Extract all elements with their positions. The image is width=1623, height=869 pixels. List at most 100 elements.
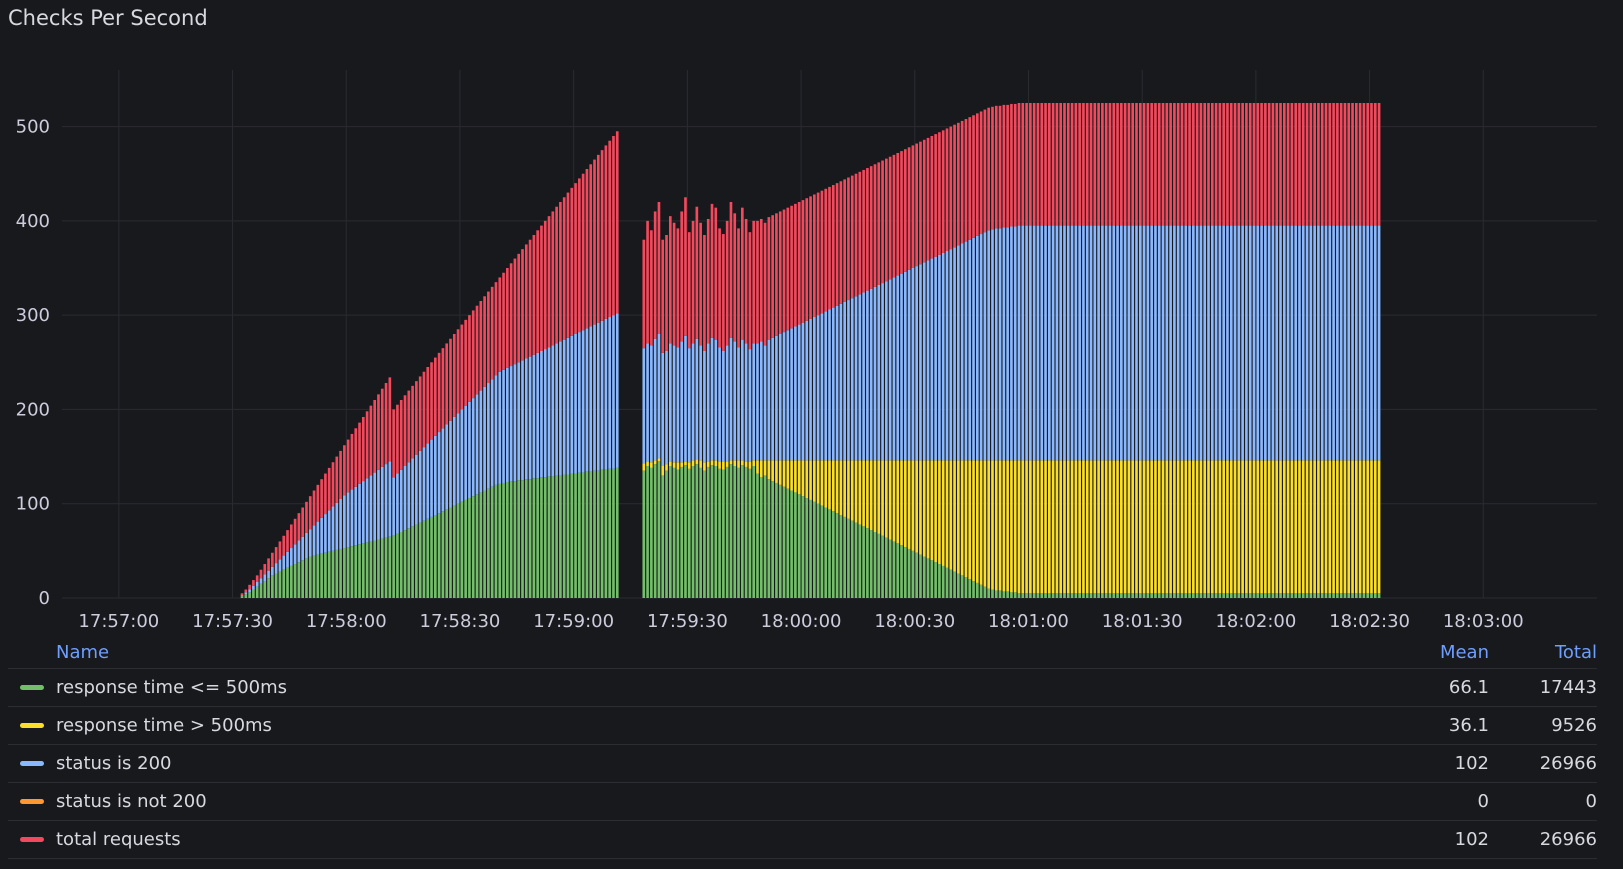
bar-slow [1146, 460, 1150, 594]
bar-total [646, 220, 649, 344]
bar-status-200 [509, 366, 513, 482]
bar-total [547, 216, 551, 348]
legend-item-label: status is 200 [56, 753, 172, 774]
bar-status-200 [426, 443, 430, 519]
bar-total [339, 450, 342, 499]
bar-status-200 [1218, 225, 1222, 461]
bar-slow [1279, 460, 1282, 594]
bar-good [1222, 593, 1225, 598]
bar-slow [1214, 460, 1218, 594]
bar-status-200 [343, 495, 346, 549]
bar-slow [835, 460, 839, 514]
bar-good [1157, 593, 1161, 598]
bar-total [1320, 103, 1324, 226]
legend-header: Name Mean Total [8, 636, 1597, 669]
bar-good [1366, 593, 1370, 598]
bar-good [767, 479, 771, 598]
bar-slow [1226, 460, 1229, 594]
bar-slow [1343, 460, 1347, 594]
bar-status-200 [604, 318, 608, 470]
bar-slow [725, 461, 729, 467]
bar-status-200 [365, 478, 369, 543]
bar-good [1048, 593, 1051, 598]
bar-status-200 [805, 320, 809, 461]
bar-status-200 [703, 350, 706, 463]
bar-status-200 [267, 570, 270, 579]
bar-good [714, 466, 718, 598]
bar-status-200 [513, 364, 517, 482]
legend-col-total[interactable]: Total [1554, 641, 1597, 663]
bar-total [286, 530, 289, 552]
bar-good [373, 540, 377, 598]
legend-item-total: 26966 [1539, 753, 1597, 774]
bar-slow [903, 460, 907, 548]
bar-status-200 [1366, 225, 1370, 461]
bar-good [608, 468, 611, 598]
legend-item-mean: 0 [1477, 791, 1489, 812]
bar-good [1207, 593, 1210, 598]
bar-slow [1351, 460, 1354, 594]
bar-slow [953, 460, 956, 572]
bar-status-200 [797, 324, 801, 461]
bar-good [1256, 593, 1260, 598]
bar-slow [1070, 460, 1074, 594]
bar-status-200 [392, 477, 395, 536]
legend-item[interactable]: status is 200 102 26966 [8, 745, 1597, 783]
legend-item-name[interactable]: total requests [8, 829, 1369, 850]
bar-status-200 [536, 352, 539, 479]
bar-total [596, 154, 600, 323]
y-axis: 0 100 200 300 400 500 [16, 117, 50, 609]
legend-item[interactable]: response time <= 500ms 66.1 17443 [8, 669, 1597, 707]
bar-total [741, 207, 744, 340]
bar-good [244, 594, 248, 598]
bar-good [1351, 593, 1354, 598]
bar-slow [1135, 460, 1138, 594]
bar-slow [1093, 460, 1097, 594]
bar-good [1029, 593, 1032, 598]
y-tick-label: 500 [16, 117, 50, 138]
legend-item-name[interactable]: status is 200 [8, 753, 1369, 774]
bar-good [615, 467, 619, 598]
legend-item-name[interactable]: response time > 500ms [8, 715, 1369, 736]
bar-good [975, 582, 979, 598]
bar-status-200 [938, 254, 941, 461]
bar-total [1025, 103, 1028, 226]
legend-item[interactable]: total requests 102 26966 [8, 821, 1597, 859]
bar-total [1214, 103, 1218, 226]
bar-slow [691, 460, 695, 466]
bar-total [259, 569, 263, 579]
bar-status-200 [831, 307, 835, 461]
bar-total [653, 211, 657, 339]
legend-item[interactable]: status is not 200 0 0 [8, 783, 1597, 821]
bar-good [797, 494, 801, 598]
legend-item-name[interactable]: status is not 200 [8, 791, 1369, 812]
bar-status-200 [1343, 225, 1347, 461]
bar-good [1188, 593, 1191, 598]
bar-total [1010, 103, 1013, 227]
y-tick-label: 300 [16, 305, 50, 326]
bar-status-200 [782, 332, 786, 461]
bar-slow [1207, 460, 1210, 594]
legend-col-mean[interactable]: Mean [1439, 641, 1489, 663]
bar-status-200 [1127, 225, 1131, 461]
bar-total [650, 230, 653, 346]
bar-slow [1074, 460, 1078, 594]
bar-good [665, 470, 668, 598]
bar-status-200 [653, 338, 657, 461]
bar-total [1366, 103, 1370, 226]
bar-good [324, 552, 327, 598]
bar-status-200 [869, 288, 873, 461]
bar-status-200 [1154, 225, 1157, 461]
legend-item[interactable]: response time > 500ms 36.1 9526 [8, 707, 1597, 745]
bar-total [331, 462, 335, 507]
bar-good [532, 478, 536, 598]
bar-total [274, 547, 278, 564]
bar-total [369, 405, 373, 476]
legend-col-name[interactable]: Name [56, 641, 110, 663]
bar-total [1180, 103, 1184, 226]
bar-total [975, 113, 979, 236]
bar-total [1286, 103, 1290, 226]
legend-item-name[interactable]: response time <= 500ms [8, 677, 1369, 698]
bar-total [801, 200, 805, 323]
bar-total [1248, 103, 1252, 226]
